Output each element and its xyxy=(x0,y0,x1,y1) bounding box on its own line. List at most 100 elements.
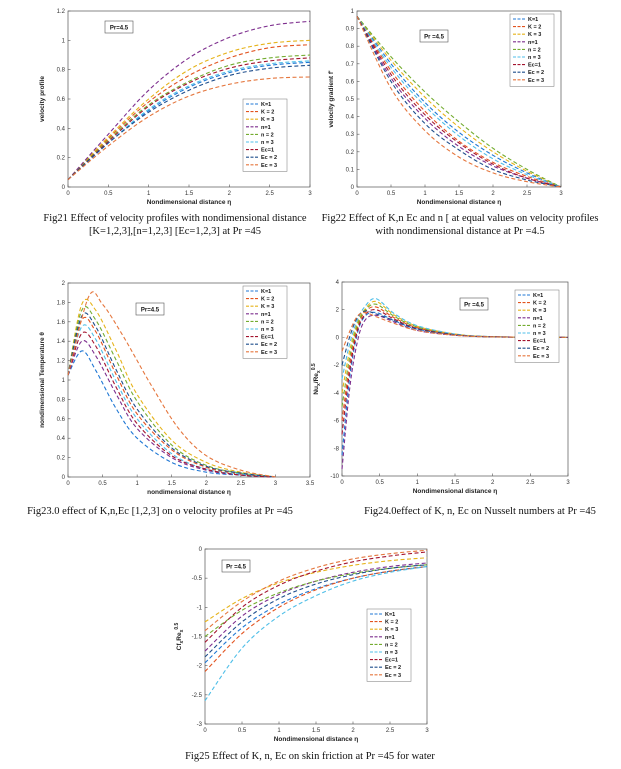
legend-label: n = 2 xyxy=(385,642,398,648)
legend-label: K = 3 xyxy=(533,308,546,314)
legend-label: Ec = 3 xyxy=(385,673,401,679)
legend-box xyxy=(509,13,555,87)
y-tick-label: -2.5 xyxy=(192,693,203,699)
y-tick-label: 0 xyxy=(336,335,340,341)
caption-fig24: Fig24.0effect of K, n, Ec on Nusselt num… xyxy=(364,506,596,517)
x-tick-label: 1 xyxy=(135,481,139,487)
legend-label: K=1 xyxy=(533,293,543,299)
legend-label: K=1 xyxy=(528,17,538,23)
legend-label: n=1 xyxy=(528,40,538,46)
chart-fig21: 0 0.5 1 1.5 2 2.5 3 0 0.2 0.4 0.6 0.8 1 1.2 Nondimensi… xyxy=(39,9,312,206)
series-line-7 xyxy=(204,564,428,658)
series-line-5 xyxy=(67,324,276,478)
x-tick-label: 2 xyxy=(351,728,355,734)
annotation-text: Pr =4.5 xyxy=(464,303,485,309)
x-axis-label: nondimensional distance η xyxy=(147,489,231,496)
y-tick-label: 2 xyxy=(336,308,340,314)
x-tick-label: 3 xyxy=(566,480,570,486)
legend-label: n = 2 xyxy=(533,323,546,329)
x-tick-label: 1.5 xyxy=(312,728,321,734)
x-axis-label: Nondimensional distance η xyxy=(147,199,232,206)
y-tick-label: 0.2 xyxy=(346,150,355,156)
x-tick-label: 2 xyxy=(205,481,209,487)
annotation-text: Pr =4.5 xyxy=(424,35,445,41)
caption-fig23: Fig23.0 effect of K,n,Ec [1,2,3] on o ve… xyxy=(27,506,293,517)
legend-label: K = 3 xyxy=(261,304,274,310)
legend-label: K = 2 xyxy=(528,25,541,31)
annotation-box xyxy=(135,302,165,316)
series-line-4 xyxy=(67,54,311,181)
chart-fig24: 0 0.5 1 1.5 2 2.5 3 -10 -8 -6 -4 -2 0 2 4 Nondimensiona… xyxy=(311,280,570,495)
series-line-8 xyxy=(204,549,428,632)
y-tick-label: 0.8 xyxy=(346,44,355,50)
y-tick-label: 0.4 xyxy=(346,115,355,121)
chart-fig23: 0 0.5 1 1.5 2 2.5 3 3.5 0 0.2 0.4 0.6 0.8 1 1.2 1.4 1.6 1… xyxy=(39,281,315,496)
series-line-4 xyxy=(356,15,562,188)
series-line-2 xyxy=(356,15,562,188)
y-tick-label: 0.6 xyxy=(346,79,355,85)
x-tick-label: 0.5 xyxy=(98,481,107,487)
y-tick-label: -0.5 xyxy=(192,576,203,582)
x-tick-label: 0.5 xyxy=(238,728,247,734)
y-tick-label: -2 xyxy=(334,363,340,369)
y-tick-label: 1.2 xyxy=(57,9,66,15)
y-axis-label: Nux/Rex0.5 xyxy=(311,363,322,395)
series-line-8 xyxy=(67,76,311,181)
y-tick-label: 1.8 xyxy=(57,300,66,306)
series-line-4 xyxy=(341,303,569,407)
legend-label: K=1 xyxy=(385,612,395,618)
x-tick-label: 1 xyxy=(147,191,151,197)
y-tick-label: -1.5 xyxy=(192,635,203,641)
series-line-1 xyxy=(67,316,276,478)
legend-label: Ec=1 xyxy=(528,63,541,69)
chart-panel-fig24: 0 0.5 1 1.5 2 2.5 3 -10 -8 -6 -4 -2 0 2 4 Nondimensiona… xyxy=(310,278,610,500)
x-tick-label: 2.5 xyxy=(523,191,532,197)
x-tick-label: 2.5 xyxy=(526,480,535,486)
chart-panel-fig23: 0 0.5 1 1.5 2 2.5 3 3.5 0 0.2 0.4 0.6 0.8 1 1.2 1.4 1.6 1… xyxy=(25,278,315,500)
x-axis-label: Nondimensional distance η xyxy=(417,199,502,206)
series-line-6 xyxy=(204,551,428,643)
y-tick-label: -4 xyxy=(334,391,340,397)
legend-label: Ec = 2 xyxy=(533,346,549,352)
annotation-box xyxy=(221,559,251,573)
series-line-6 xyxy=(67,57,311,181)
x-tick-label: 1.5 xyxy=(185,191,194,197)
x-tick-label: 2 xyxy=(491,480,495,486)
y-tick-label: 0.6 xyxy=(57,97,66,103)
y-axis-label: nondimensional Temperature θ xyxy=(39,332,46,428)
x-axis-label: Nondimensional distance η xyxy=(413,488,498,495)
y-tick-label: -2 xyxy=(197,664,203,670)
legend-label: Ec=1 xyxy=(261,335,274,341)
legend-label: n=1 xyxy=(533,316,543,322)
y-tick-label: 1 xyxy=(351,9,355,15)
legend-label: K = 2 xyxy=(261,110,274,116)
x-tick-label: 0.5 xyxy=(104,191,113,197)
legend-label: Ec = 2 xyxy=(261,155,277,161)
y-tick-label: 0.2 xyxy=(57,156,66,162)
legend-label: K = 2 xyxy=(385,620,398,626)
caption-fig25: Fig25 Effect of K, n, Ec on skin frictio… xyxy=(185,751,435,762)
chart-fig22: 0 0.5 1 1.5 2 2.5 3 0 0.1 0.2 0.3 0.4 0.5 0.6 0.7 0.8 0.… xyxy=(328,9,563,206)
y-tick-label: 0.5 xyxy=(346,97,355,103)
x-tick-label: 0 xyxy=(66,481,70,487)
legend-label: Ec = 2 xyxy=(261,342,277,348)
legend-label: Ec = 3 xyxy=(528,78,544,84)
legend-label: n = 3 xyxy=(385,650,398,656)
x-tick-label: 1.5 xyxy=(451,480,460,486)
legend-box xyxy=(242,285,288,359)
x-tick-label: 1 xyxy=(277,728,281,734)
x-tick-label: 0.5 xyxy=(375,480,384,486)
legend-label: K=1 xyxy=(261,102,271,108)
series-line-6 xyxy=(67,331,276,478)
series-line-1 xyxy=(204,565,428,672)
x-tick-label: 0 xyxy=(340,480,344,486)
y-tick-label: 0 xyxy=(62,475,66,481)
y-tick-label: -10 xyxy=(330,474,339,480)
y-tick-label: 0.9 xyxy=(346,27,355,33)
chart-panel-fig25: 0 0.5 1 1.5 2 2.5 3 -3 -2.5 -2 -1.5 -1 -0.5 0 Nondimen… xyxy=(160,545,440,745)
series-line-2 xyxy=(67,39,311,181)
legend-label: n=1 xyxy=(385,635,395,641)
y-tick-label: 0.1 xyxy=(346,167,355,173)
annotation-text: Pr=4.5 xyxy=(141,308,160,314)
y-tick-label: 0 xyxy=(351,185,355,191)
